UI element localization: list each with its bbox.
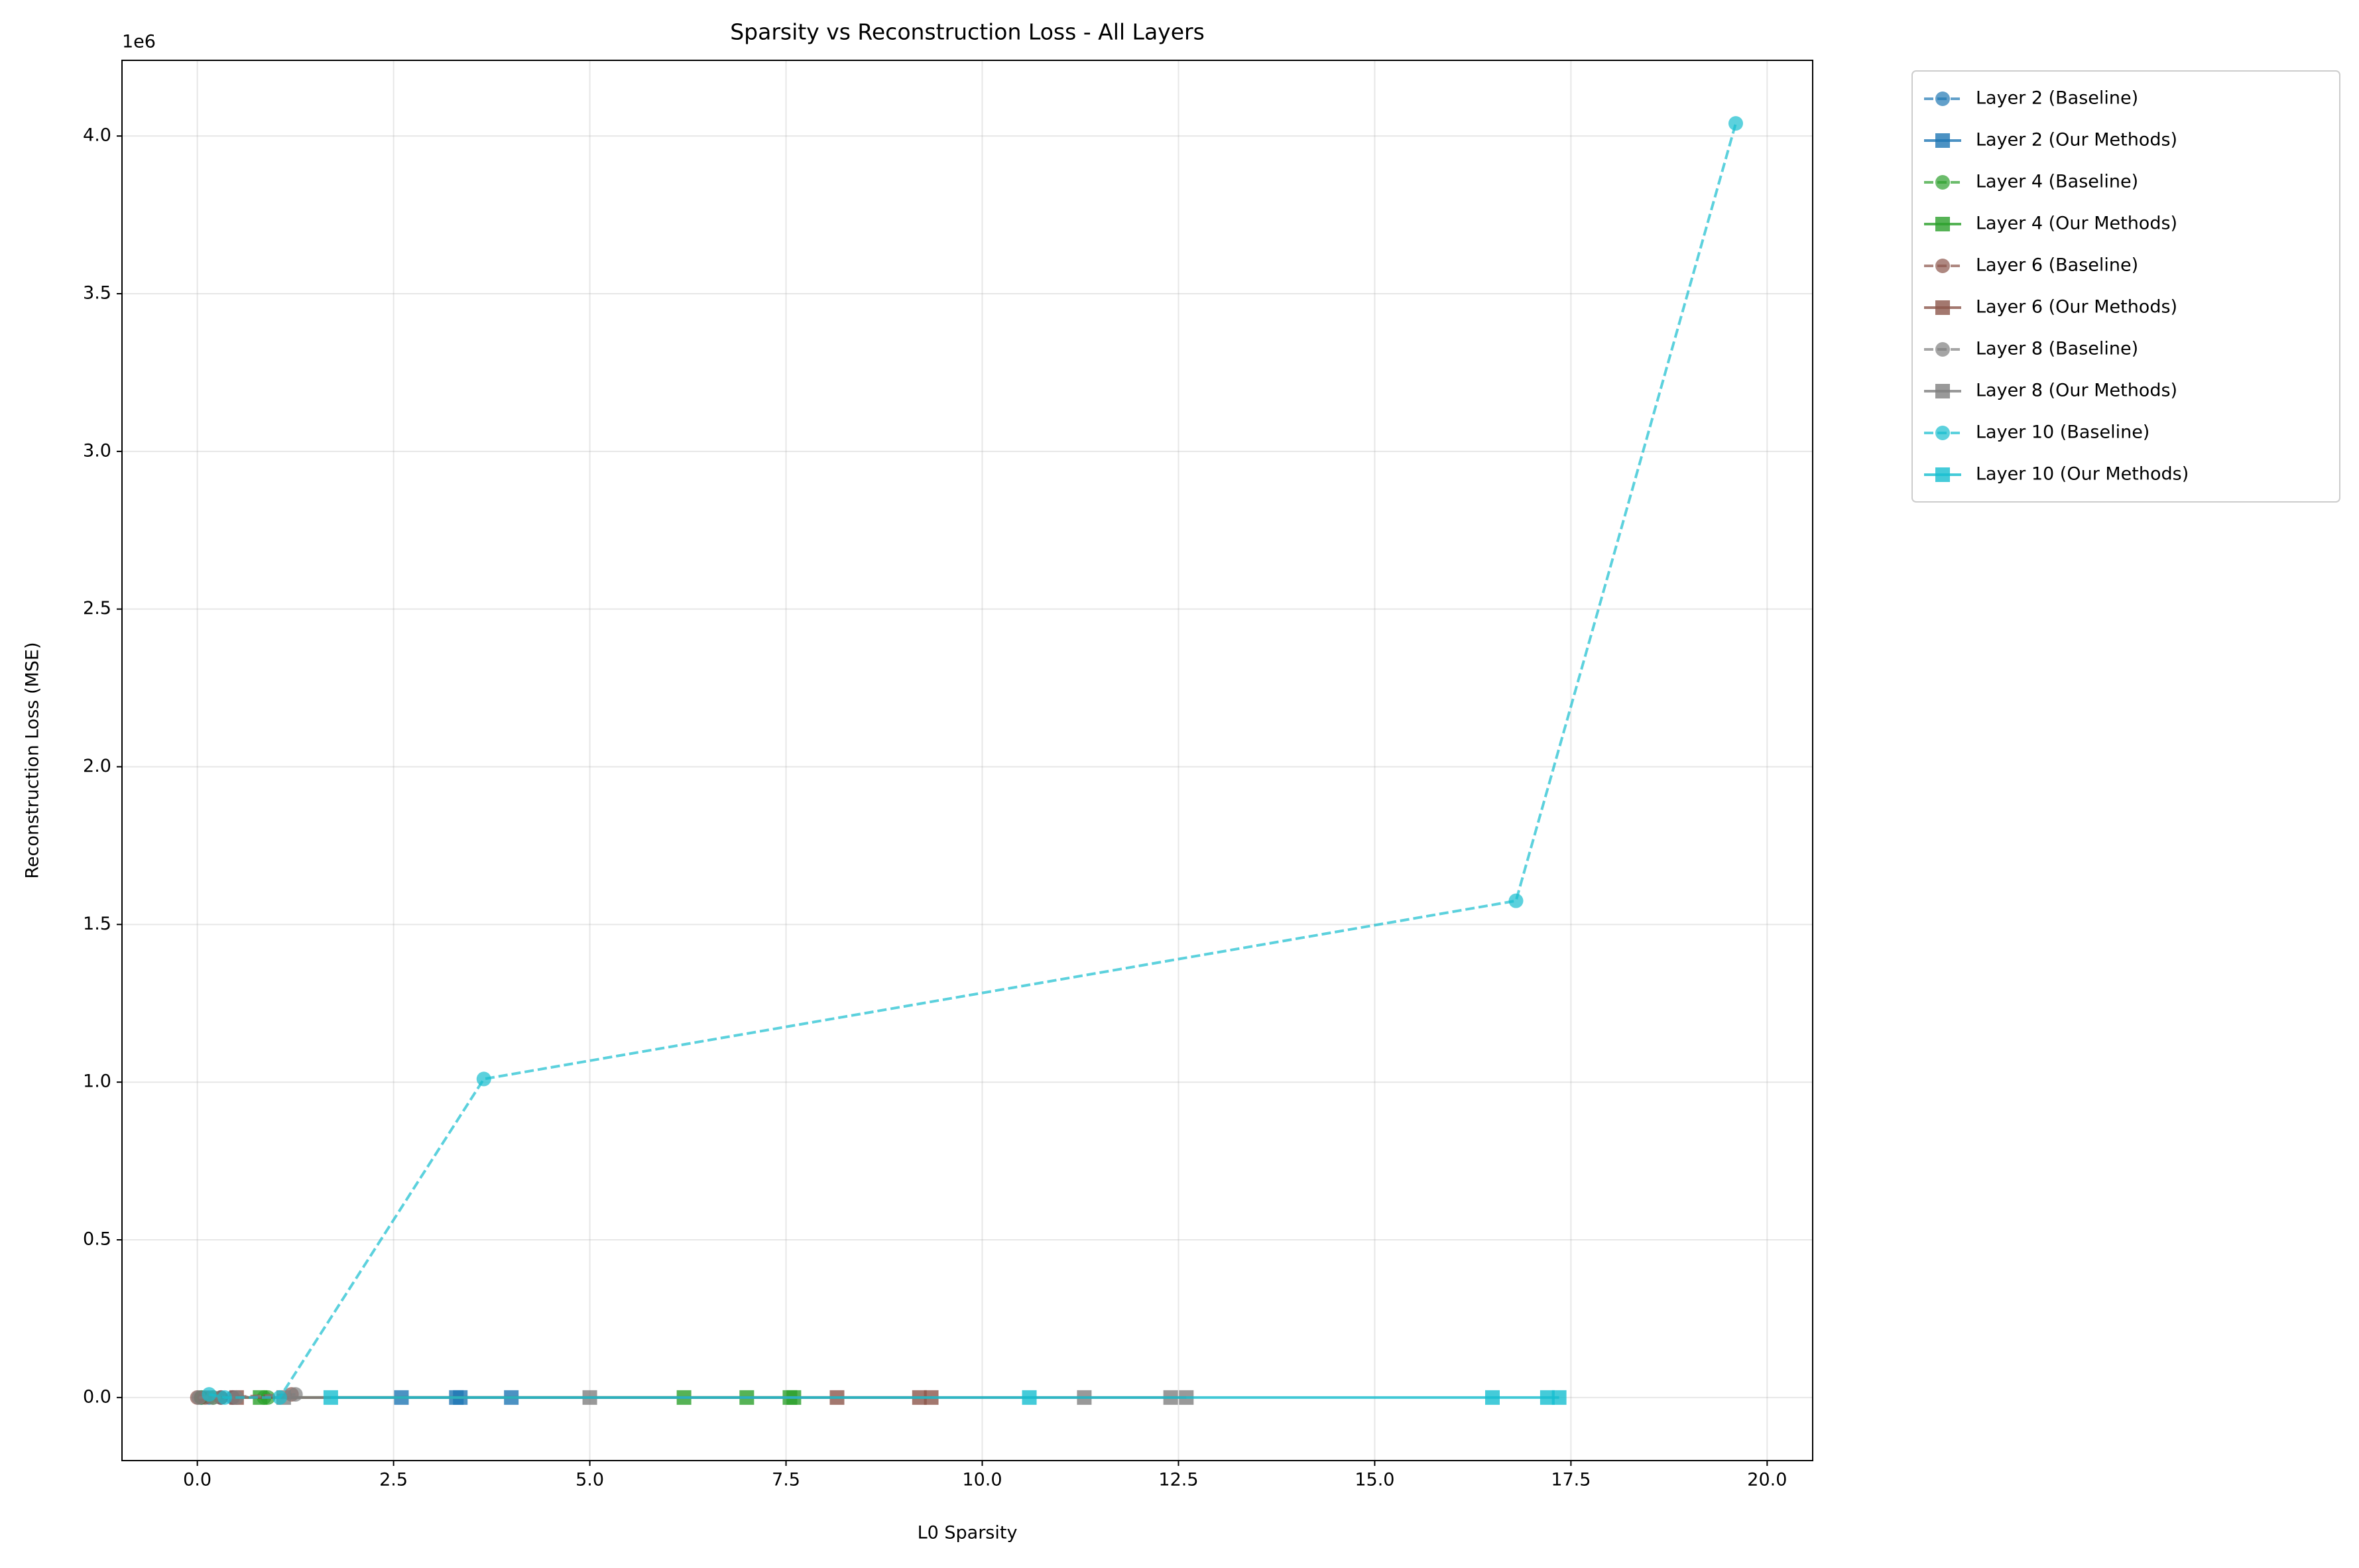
marker [1022,1390,1037,1405]
legend-marker [1935,217,1950,231]
x-axis-label: L0 Sparsity [918,1523,1018,1543]
marker [1508,893,1524,908]
legend: Layer 2 (Baseline) Layer 2 (Our Methods) L… [1911,70,2340,503]
legend-marker [1935,467,1950,482]
legend-label: Layer 6 (Baseline) [1976,255,2138,276]
x-tick-label: 10.0 [962,1470,1002,1490]
y-tick-label: 0.0 [83,1386,111,1407]
legend-marker [1935,426,1950,440]
marker [217,1390,233,1405]
x-tick-label: 0.0 [183,1470,212,1490]
legend-marker [1935,342,1950,357]
chart-title: Sparsity vs Reconstruction Loss - All La… [730,19,1205,45]
legend-label: Layer 4 (Our Methods) [1976,213,2177,234]
x-tick-label: 20.0 [1747,1470,1787,1490]
x-tick-label: 5.0 [575,1470,604,1490]
legend-label: Layer 10 (Baseline) [1976,422,2149,443]
y-tick-label: 3.5 [83,283,111,304]
legend-marker [1935,133,1950,148]
legend-label: Layer 2 (Our Methods) [1976,130,2177,151]
marker [1484,1390,1500,1405]
x-tick-label: 2.5 [379,1470,408,1490]
marker [323,1390,338,1405]
legend-label: Layer 6 (Our Methods) [1976,297,2177,318]
y-tick-label: 1.5 [83,914,111,934]
y-tick-label: 4.0 [83,125,111,146]
legend-label: Layer 8 (Our Methods) [1976,381,2177,401]
y-tick-label: 0.5 [83,1229,111,1250]
legend-label: Layer 10 (Our Methods) [1976,464,2189,485]
legend-marker [1935,384,1950,398]
x-tick-label: 17.5 [1551,1470,1591,1490]
legend-label: Layer 2 (Baseline) [1976,88,2138,109]
series [323,1390,1567,1405]
legend-frame [1911,70,2340,503]
marker [272,1390,287,1405]
legend-label: Layer 4 (Baseline) [1976,172,2138,192]
y-tick-label: 3.0 [83,440,111,461]
x-tick-label: 12.5 [1158,1470,1198,1490]
plot-frame [121,60,1813,1461]
series [202,116,1743,1405]
legend-label: Layer 8 (Baseline) [1976,339,2138,359]
y-axis-label: Reconstruction Loss (MSE) [23,642,43,878]
y-tick-label: 2.0 [83,756,111,776]
y-tick-label: 2.5 [83,598,111,619]
x-tick-label: 15.0 [1355,1470,1394,1490]
marker [1551,1390,1567,1405]
y-offset-label: 1e6 [122,32,156,52]
marker [476,1071,491,1087]
marker [1728,116,1743,131]
legend-marker [1935,91,1950,106]
legend-marker [1935,175,1950,190]
x-tick-label: 7.5 [772,1470,800,1490]
legend-marker [1935,300,1950,315]
y-tick-label: 1.0 [83,1071,111,1092]
marker [1540,1390,1555,1405]
legend-marker [1935,259,1950,273]
marker [202,1387,217,1402]
